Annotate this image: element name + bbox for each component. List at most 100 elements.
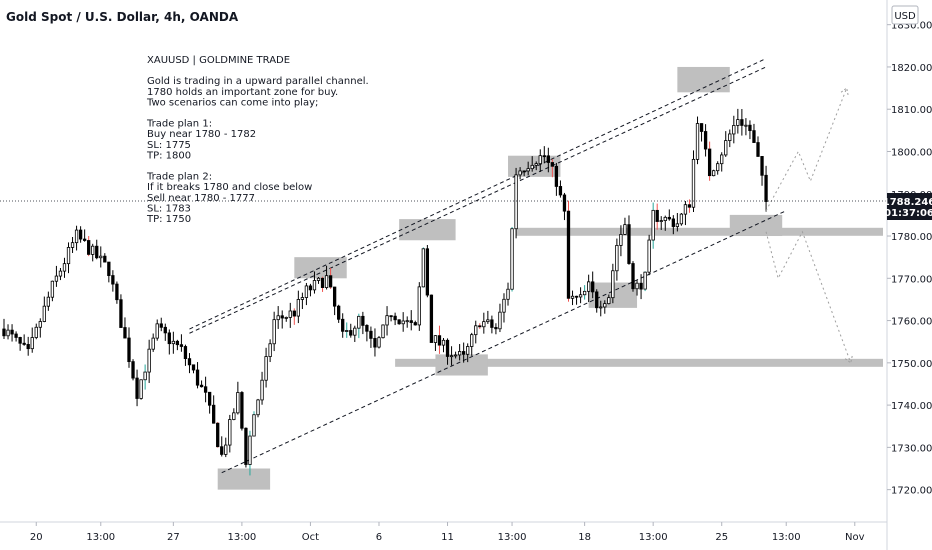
candle-body xyxy=(707,148,712,177)
candle-body xyxy=(659,220,663,222)
candle-body xyxy=(587,281,591,292)
candle-body xyxy=(353,327,357,336)
price-tick-label: 1750.000 xyxy=(891,359,932,370)
annotation-line xyxy=(147,161,150,172)
candle-body xyxy=(449,355,454,358)
candle-body xyxy=(381,324,385,339)
candle-body xyxy=(377,337,381,348)
candle-body xyxy=(66,247,71,265)
candle-body xyxy=(87,240,91,255)
candle-body xyxy=(332,286,337,307)
time-tick-label: 13:00 xyxy=(772,532,801,543)
candle-body xyxy=(550,162,555,167)
candle-body xyxy=(405,320,409,323)
highlight-zone xyxy=(294,257,347,279)
candle-body xyxy=(437,335,442,346)
candle-body xyxy=(95,245,99,259)
time-tick-label: 13:00 xyxy=(86,532,115,543)
candle-body xyxy=(256,399,260,416)
candle-body xyxy=(687,204,692,208)
candle-body xyxy=(615,244,619,272)
candle-body xyxy=(191,364,196,371)
candle-body xyxy=(123,327,127,339)
candle-body xyxy=(345,330,349,332)
candle-body xyxy=(216,422,220,448)
annotation-line: Trade plan 2: xyxy=(146,172,212,183)
candle-body xyxy=(417,286,421,326)
candle-body xyxy=(453,354,458,357)
candle-body xyxy=(135,377,139,399)
candle-body xyxy=(312,280,317,291)
candle-body xyxy=(300,297,305,300)
candle-body xyxy=(724,140,728,156)
candle-body xyxy=(603,303,607,308)
candle-body xyxy=(296,299,300,317)
candle-body xyxy=(236,392,240,414)
candle-body xyxy=(10,329,14,335)
currency-button[interactable] xyxy=(891,5,919,25)
candle-body xyxy=(619,234,623,246)
candle-body xyxy=(490,319,494,328)
candle-body xyxy=(748,124,752,132)
candle-body xyxy=(365,324,369,332)
candle-body xyxy=(526,168,530,172)
candle-body xyxy=(373,337,377,348)
candle-body xyxy=(195,369,200,386)
annotation-line: Gold is trading in a upward parallel cha… xyxy=(147,76,369,87)
time-tick-label: 20 xyxy=(30,532,43,543)
candle-body xyxy=(518,170,522,176)
candle-body xyxy=(82,238,87,241)
time-tick-label: 13:00 xyxy=(498,532,527,543)
annotation-line: TP: 1800 xyxy=(146,150,191,161)
candle-body xyxy=(695,123,700,160)
candle-body xyxy=(679,213,684,225)
candle-body xyxy=(99,255,103,259)
candle-body xyxy=(6,329,10,337)
candle-body xyxy=(486,319,490,323)
candle-body xyxy=(647,239,651,273)
candle-body xyxy=(304,285,309,298)
current-price-value: 1788.246 xyxy=(883,197,932,208)
candle-body xyxy=(554,165,559,187)
candle-body xyxy=(139,379,143,399)
highlight-zone xyxy=(217,468,271,490)
annotation-line: 1780 holds an important zone for buy. xyxy=(147,87,338,98)
price-tick-label: 1770.000 xyxy=(891,274,932,285)
candle-body xyxy=(510,228,514,290)
candle-body xyxy=(167,332,171,345)
candle-body xyxy=(26,344,30,350)
candle-body xyxy=(42,305,46,322)
highlight-zone xyxy=(399,219,456,241)
current-price-tag: 1788.246 01:37:06 xyxy=(883,193,932,220)
time-tick-label: 25 xyxy=(715,532,728,543)
candle-body xyxy=(542,155,546,158)
candle-body xyxy=(252,414,256,437)
candle-body xyxy=(530,164,534,170)
candle-body xyxy=(627,224,631,264)
candle-body xyxy=(578,294,583,298)
annotation-line: If it breaks 1780 and close below xyxy=(147,182,312,193)
candle-body xyxy=(643,271,647,290)
parallel-channel xyxy=(189,58,787,474)
candle-body xyxy=(740,119,744,126)
highlight-zone xyxy=(677,66,730,93)
support-level xyxy=(516,227,883,236)
candle-body xyxy=(506,288,510,300)
candle-body xyxy=(228,419,232,446)
candle-body xyxy=(675,223,680,227)
candle-body xyxy=(70,242,75,248)
candle-body xyxy=(558,186,563,196)
candle-body xyxy=(183,346,188,360)
candle-body xyxy=(478,325,482,328)
candle-body xyxy=(425,248,430,296)
candle-body xyxy=(752,130,756,143)
candle-body xyxy=(14,333,18,338)
time-axis[interactable]: 20 13:00 27 13:00 Oct 6 11 13:00 18 13:00 25 13:00 N… xyxy=(30,522,865,543)
annotation-line xyxy=(147,108,150,119)
candle-body xyxy=(720,154,724,165)
candle-body xyxy=(401,320,405,325)
candle-body xyxy=(595,291,599,309)
candle-body xyxy=(470,334,474,347)
time-tick-label: 11 xyxy=(441,532,454,543)
